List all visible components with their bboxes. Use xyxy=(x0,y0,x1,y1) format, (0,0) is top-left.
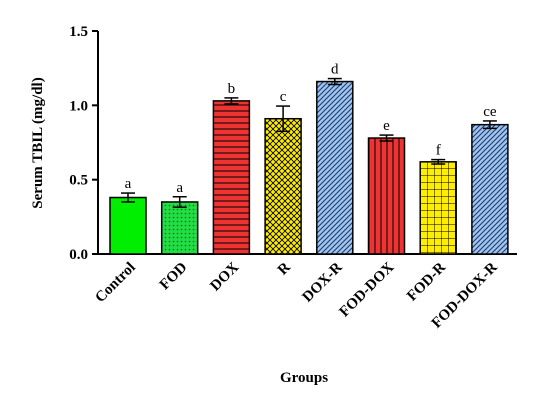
error-bar xyxy=(431,158,446,165)
bar-fod-dox-r xyxy=(471,123,509,255)
bar-fod xyxy=(160,201,199,255)
category-label: FOD-R xyxy=(404,259,449,304)
category-label: FOD xyxy=(157,259,191,293)
bar-dox-r xyxy=(316,80,354,255)
bar-control xyxy=(109,196,147,255)
y-axis-title: Serum TBIL (mg/dl) xyxy=(30,77,46,208)
error-bar xyxy=(379,134,394,142)
error-bars-group xyxy=(121,77,497,208)
error-bar xyxy=(482,120,497,130)
significance-label: b xyxy=(228,81,236,97)
y-tick-label: 0.5 xyxy=(69,173,88,189)
y-axis: 0.0 0.5 1.0 1.5 xyxy=(69,24,99,263)
significance-label: a xyxy=(125,176,132,192)
error-bar xyxy=(224,97,239,105)
category-label: Control xyxy=(92,260,138,306)
bars-group xyxy=(109,80,509,255)
error-bar xyxy=(121,192,135,203)
bar-r xyxy=(264,117,302,255)
category-label: FOD-DOX xyxy=(337,259,398,320)
error-bar xyxy=(172,196,187,208)
significance-label: a xyxy=(176,180,183,196)
y-tick-label: 1.5 xyxy=(69,24,88,40)
category-label: DOX xyxy=(207,259,242,294)
error-bar xyxy=(276,105,291,133)
category-label: DOX-R xyxy=(300,259,346,305)
y-tick-label: 1.0 xyxy=(69,98,88,114)
significance-label: ce xyxy=(483,104,497,120)
significance-label: d xyxy=(331,62,339,78)
significance-label: e xyxy=(383,118,390,134)
error-bar xyxy=(327,77,342,86)
bar-fod-dox xyxy=(367,137,406,255)
category-label: R xyxy=(275,259,294,278)
significance-label: c xyxy=(280,89,287,105)
x-axis-title: Groups xyxy=(280,370,328,386)
significance-label: f xyxy=(436,143,441,159)
bar-fod-r xyxy=(419,161,457,255)
bar-dox xyxy=(212,100,251,255)
y-tick-label: 0.0 xyxy=(69,247,88,263)
significance-labels-group: a a b c d e f ce xyxy=(125,62,497,196)
